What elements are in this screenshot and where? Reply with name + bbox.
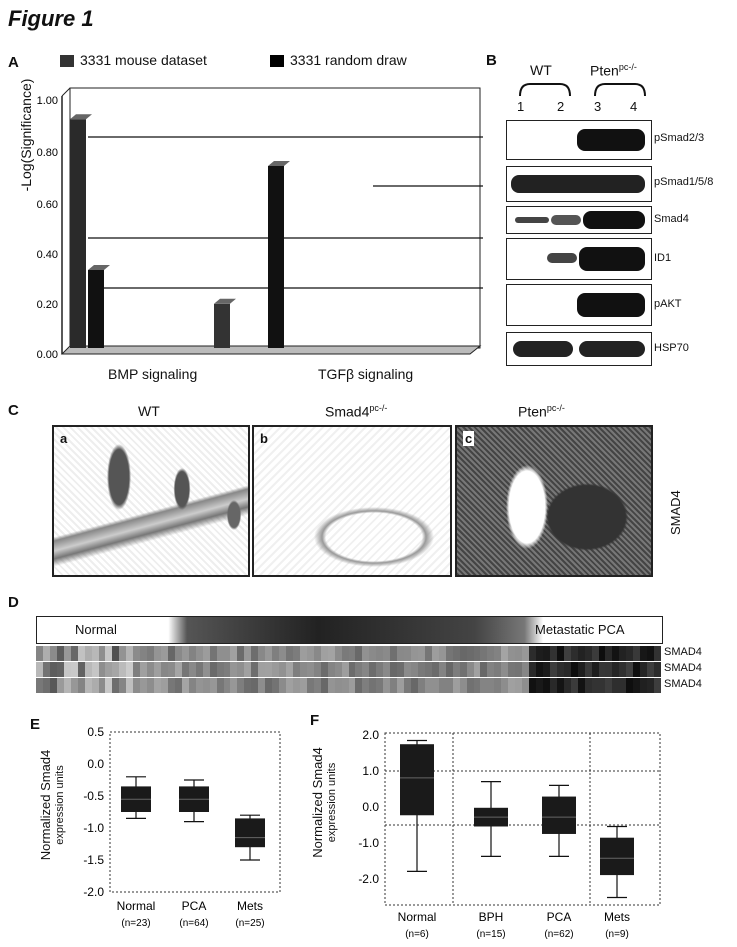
f-n-pca: (n=62)	[544, 929, 573, 940]
a-bar-bmp-random	[88, 270, 104, 348]
b-lane-3: 3	[594, 99, 601, 114]
e-ytick-1: 0.5	[87, 725, 104, 739]
blot-id1	[506, 238, 652, 280]
micrograph-c-label: c	[463, 431, 474, 446]
e-ytick-2: 0.0	[87, 757, 104, 771]
b-group-pten: Ptenpc-/-	[590, 62, 637, 79]
blot-hsp70	[506, 332, 652, 366]
f-ytick-2: 1.0	[362, 764, 379, 778]
blot-pakt	[506, 284, 652, 326]
legend-mouse-dataset: 3331 mouse dataset	[80, 52, 207, 68]
blot-smad4	[506, 206, 652, 234]
blot-label-id1: ID1	[654, 252, 671, 264]
f-ylabel-2: expression units	[325, 715, 340, 890]
heatmap-cell	[654, 678, 661, 693]
blot-psmad158	[506, 166, 652, 202]
panel-a-chart: 1.00 0.80 0.60 0.40 0.20 0.00	[28, 80, 488, 400]
panel-b-letter: B	[486, 52, 497, 69]
a-bar-tgfb-mouse	[268, 166, 284, 348]
b-group-braces	[510, 78, 660, 98]
e-n-normal: (n=23)	[121, 918, 150, 929]
a-bar-bmp-mouse	[70, 119, 86, 348]
panel-f-chart: 2.0 1.0 0.0 -1.0 -2.0 Normal BPH PCA Met…	[345, 725, 695, 943]
blot-label-psmad158: pSmad1/5/8	[654, 176, 737, 188]
heatmap-cell	[654, 646, 661, 661]
legend-swatch-random	[270, 55, 284, 67]
f-ylabel: Normalized Smad4 expression units	[310, 715, 340, 890]
e-ytick-3: -0.5	[83, 789, 104, 803]
d-header-bar: Normal Metastatic PCA	[36, 616, 663, 644]
e-group-normal: Normal	[117, 899, 156, 913]
heatmap-cell	[654, 662, 661, 677]
c-col-pten: Ptenpc-/-	[518, 403, 565, 420]
f-n-bph: (n=15)	[476, 929, 505, 940]
d-row-label-3: SMAD4	[664, 678, 702, 690]
micrograph-b-label: b	[260, 431, 268, 446]
d-row-label-1: SMAD4	[664, 646, 702, 658]
f-group-bph: BPH	[479, 910, 504, 924]
blot-label-pakt: pAKT	[654, 298, 682, 310]
b-lane-1: 1	[517, 99, 524, 114]
d-label-metastatic: Metastatic PCA	[535, 622, 625, 637]
e-ytick-4: -1.0	[83, 821, 104, 835]
legend-swatch-mouse	[60, 55, 74, 67]
f-n-mets: (n=9)	[605, 929, 629, 940]
e-n-mets: (n=25)	[235, 918, 264, 929]
blot-label-hsp70: HSP70	[654, 342, 689, 354]
a-category-bmp: BMP signaling	[108, 366, 197, 382]
a-ytick-6: 0.00	[37, 349, 58, 361]
f-n-normal: (n=6)	[405, 929, 429, 940]
b-group-wt: WT	[530, 62, 552, 78]
e-ylabel-2: expression units	[53, 720, 68, 890]
b-lane-2: 2	[557, 99, 564, 114]
f-ytick-3: 0.0	[362, 800, 379, 814]
f-ytick-5: -2.0	[358, 872, 379, 886]
figure-title: Figure 1	[8, 6, 94, 32]
blot-label-smad4: Smad4	[654, 213, 689, 225]
e-group-pca: PCA	[182, 899, 207, 913]
micrograph-wt: a	[52, 425, 250, 577]
c-col-smad4: Smad4pc-/-	[325, 403, 387, 420]
blot-label-psmad23: pSmad2/3	[654, 132, 704, 144]
f-ylabel-1: Normalized Smad4	[310, 715, 325, 890]
a-ytick-4: 0.40	[37, 249, 58, 261]
d-row-label-2: SMAD4	[664, 662, 702, 674]
e-ylabel: Normalized Smad4 expression units	[38, 720, 68, 890]
f-ytick-4: -1.0	[358, 836, 379, 850]
micrograph-pten: c	[455, 425, 653, 577]
e-ytick-5: -1.5	[83, 853, 104, 867]
micrograph-smad4: b	[252, 425, 452, 577]
d-heatmap	[36, 646, 661, 694]
f-group-normal: Normal	[398, 910, 437, 924]
legend-random-draw: 3331 random draw	[290, 52, 407, 68]
c-side-label: SMAD4	[668, 490, 683, 535]
a-ytick-1: 1.00	[37, 95, 58, 107]
a-category-tgfb: TGFβ signaling	[318, 366, 413, 382]
d-label-normal: Normal	[75, 622, 117, 637]
f-group-pca: PCA	[547, 910, 572, 924]
a-bar-bmp-extra	[214, 304, 230, 348]
e-n-pca: (n=64)	[179, 918, 208, 929]
a-ytick-3: 0.60	[37, 199, 58, 211]
b-lane-4: 4	[630, 99, 637, 114]
c-col-wt: WT	[138, 403, 160, 419]
a-ytick-2: 0.80	[37, 147, 58, 159]
micrograph-a-label: a	[60, 431, 67, 446]
panel-d-letter: D	[8, 594, 19, 611]
a-ytick-5: 0.20	[37, 299, 58, 311]
e-ytick-6: -2.0	[83, 885, 104, 899]
f-ytick-1: 2.0	[362, 728, 379, 742]
e-ylabel-1: Normalized Smad4	[38, 720, 53, 890]
f-group-mets: Mets	[604, 910, 630, 924]
e-group-mets: Mets	[237, 899, 263, 913]
panel-c-letter: C	[8, 402, 19, 419]
blot-psmad23	[506, 120, 652, 160]
panel-e-chart: 0.5 0.0 -0.5 -1.0 -1.5 -2.0 Normal PCA M…	[70, 722, 295, 932]
